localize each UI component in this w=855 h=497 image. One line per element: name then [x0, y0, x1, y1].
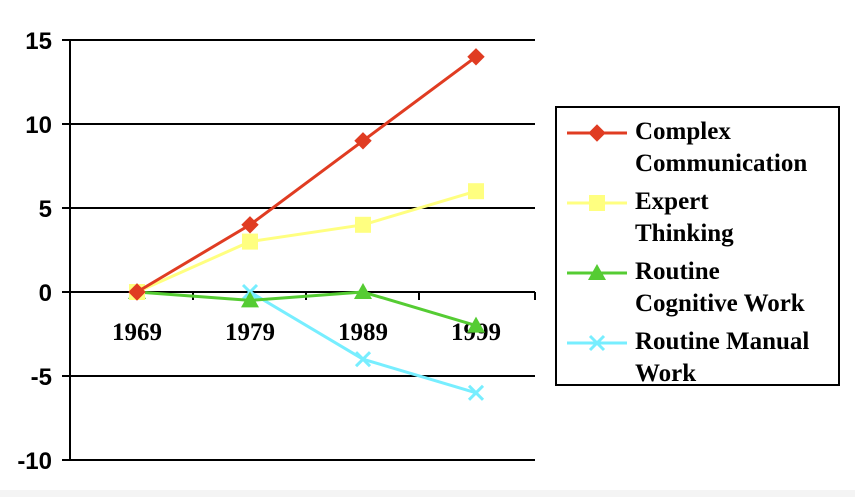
y-tick-label: 0 [39, 280, 52, 307]
data-point-complex-communication [354, 132, 372, 150]
marker-stroke [588, 334, 606, 352]
legend-label: Expert Thinking [635, 188, 734, 247]
data-point-routine-manual-work [467, 384, 485, 401]
legend-marker [589, 195, 605, 211]
data-point-expert-thinking [242, 233, 258, 250]
data-point-routine-cognitive-work [467, 316, 485, 333]
data-point-complex-communication [467, 48, 485, 66]
data-point-routine-cognitive-work [354, 283, 372, 299]
series-line-expert-thinking [136, 189, 477, 294]
marker-stroke [354, 351, 372, 368]
legend-swatch [567, 264, 627, 280]
legend-swatch [567, 334, 627, 352]
series-line-routine-cognitive-work [136, 290, 477, 328]
data-point-expert-thinking [355, 216, 371, 233]
marker-stroke [467, 384, 485, 401]
series-line-complex-communication [136, 55, 477, 294]
x-tick-label: 1989 [338, 319, 388, 346]
legend-label: Routine Manual Work [635, 328, 810, 387]
data-point-complex-communication [241, 216, 259, 234]
legend-label: Complex Communication [635, 118, 808, 177]
y-tick-label: 5 [39, 196, 52, 223]
y-tick-label: -10 [17, 448, 52, 475]
legend-marker [588, 124, 606, 142]
y-tick-label: -5 [31, 364, 52, 391]
legend-marker [588, 264, 606, 280]
data-point-routine-manual-work [354, 351, 372, 368]
legend: Complex Communication Expert Thinking Rout… [555, 106, 840, 387]
x-tick-label: 1979 [225, 319, 275, 346]
data-point-routine-cognitive-work [241, 291, 259, 308]
data-point-expert-thinking [468, 183, 484, 200]
legend-swatch [567, 124, 627, 142]
y-tick-label: 15 [25, 28, 52, 55]
data-point-complex-communication [128, 283, 146, 301]
legend-label: Routine Cognitive Work [635, 258, 805, 317]
legend-swatch [567, 195, 627, 211]
legend-marker [588, 334, 606, 352]
x-tick-label: 1969 [112, 319, 162, 346]
y-tick-label: 10 [25, 112, 52, 139]
